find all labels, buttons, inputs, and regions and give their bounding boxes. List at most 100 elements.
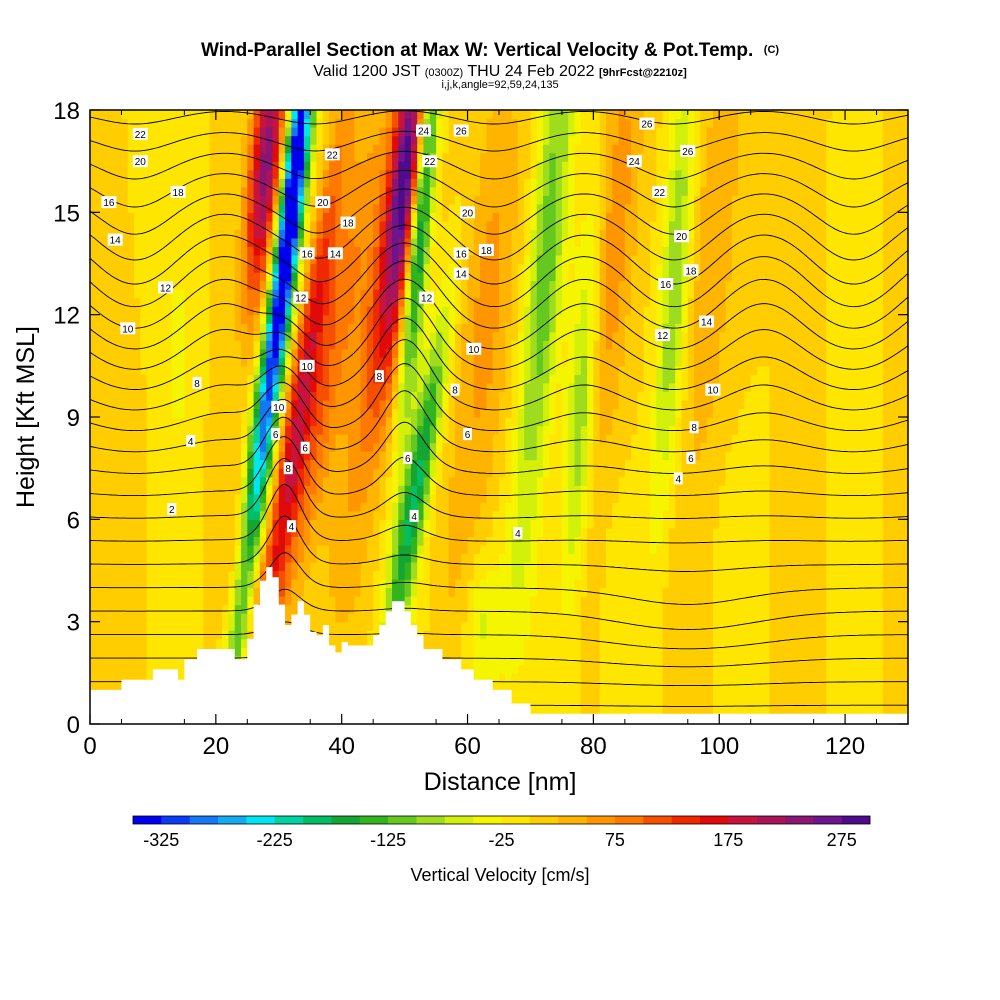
velocity-cell: [486, 527, 494, 537]
velocity-cell: [165, 553, 173, 563]
velocity-cell: [480, 408, 488, 418]
velocity-cell: [247, 127, 255, 137]
velocity-cell: [448, 152, 456, 162]
velocity-cell: [392, 536, 399, 546]
velocity-cell: [115, 502, 123, 512]
velocity-cell: [492, 144, 500, 154]
velocity-cell: [404, 434, 412, 444]
velocity-cell: [297, 280, 305, 290]
velocity-cell: [347, 485, 355, 495]
velocity-cell: [486, 169, 494, 179]
velocity-cell: [360, 323, 368, 333]
velocity-cell: [146, 587, 154, 597]
velocity-cell: [341, 587, 349, 597]
velocity-cell: [253, 340, 261, 350]
velocity-cell: [511, 323, 519, 333]
velocity-cell: [410, 374, 418, 384]
velocity-cell: [228, 229, 236, 239]
velocity-cell: [480, 289, 488, 299]
velocity-cell: [108, 638, 116, 648]
velocity-cell: [499, 178, 506, 188]
velocity-cell: [347, 263, 355, 273]
velocity-cell: [203, 544, 211, 555]
velocity-cell: [417, 118, 425, 128]
velocity-cell: [278, 246, 286, 256]
velocity-cell: [335, 374, 343, 384]
velocity-cell: [190, 596, 198, 606]
velocity-cell: [121, 476, 129, 486]
velocity-cell: [247, 493, 255, 503]
velocity-cell: [436, 161, 443, 171]
velocity-cell: [392, 561, 399, 572]
velocity-cell: [272, 306, 280, 316]
velocity-cell: [140, 502, 148, 512]
velocity-cell: [121, 178, 129, 188]
velocity-cell: [392, 425, 399, 435]
velocity-cell: [241, 647, 248, 657]
velocity-cell: [373, 323, 381, 333]
velocity-cell: [253, 297, 261, 307]
velocity-cell: [209, 544, 217, 555]
velocity-cell: [310, 340, 318, 350]
velocity-cell: [102, 544, 110, 555]
velocity-cell: [486, 621, 494, 631]
velocity-cell: [108, 348, 116, 358]
velocity-cell: [285, 408, 292, 418]
velocity-cell: [448, 468, 456, 478]
velocity-cell: [90, 348, 97, 358]
velocity-cell: [442, 220, 450, 230]
velocity-cell: [178, 553, 185, 563]
velocity-cell: [152, 442, 160, 452]
velocity-cell: [341, 527, 349, 537]
velocity-cell: [241, 314, 248, 324]
velocity-cell: [379, 152, 387, 162]
velocity-cell: [410, 263, 418, 273]
velocity-cell: [241, 212, 248, 222]
velocity-cell: [108, 110, 116, 120]
velocity-cell: [115, 323, 123, 333]
velocity-cell: [222, 118, 230, 128]
velocity-cell: [297, 144, 305, 154]
velocity-cell: [108, 280, 116, 290]
velocity-cell: [322, 306, 330, 316]
velocity-cell: [366, 382, 374, 393]
velocity-cell: [436, 272, 443, 282]
velocity-cell: [121, 306, 129, 316]
velocity-cell: [329, 391, 336, 401]
velocity-cell: [473, 442, 481, 452]
velocity-cell: [241, 254, 248, 265]
velocity-cell: [341, 536, 349, 546]
velocity-cell: [90, 553, 97, 563]
velocity-cell: [385, 331, 393, 341]
velocity-cell: [159, 442, 167, 452]
velocity-cell: [360, 561, 368, 572]
velocity-cell: [335, 502, 343, 512]
velocity-cell: [454, 340, 462, 350]
velocity-cell: [366, 246, 374, 256]
velocity-cell: [373, 272, 381, 282]
velocity-cell: [259, 280, 267, 290]
velocity-cell: [140, 647, 148, 657]
velocity-cell: [146, 391, 154, 401]
velocity-cell: [467, 587, 475, 597]
velocity-cell: [209, 613, 217, 623]
velocity-cell: [259, 425, 267, 435]
velocity-cell: [196, 220, 204, 230]
velocity-cell: [140, 382, 148, 393]
velocity-cell: [303, 110, 311, 120]
velocity-cell: [215, 553, 223, 563]
velocity-cell: [165, 425, 173, 435]
velocity-cell: [178, 493, 185, 503]
velocity-cell: [121, 553, 129, 563]
velocity-cell: [322, 468, 330, 478]
velocity-cell: [473, 203, 481, 213]
velocity-cell: [385, 476, 393, 486]
velocity-cell: [360, 536, 368, 546]
velocity-cell: [285, 587, 292, 597]
velocity-cell: [146, 434, 154, 444]
velocity-cell: [96, 169, 104, 179]
velocity-cell: [165, 621, 173, 631]
velocity-cell: [354, 348, 362, 358]
velocity-cell: [303, 178, 311, 188]
velocity-cell: [492, 297, 500, 307]
